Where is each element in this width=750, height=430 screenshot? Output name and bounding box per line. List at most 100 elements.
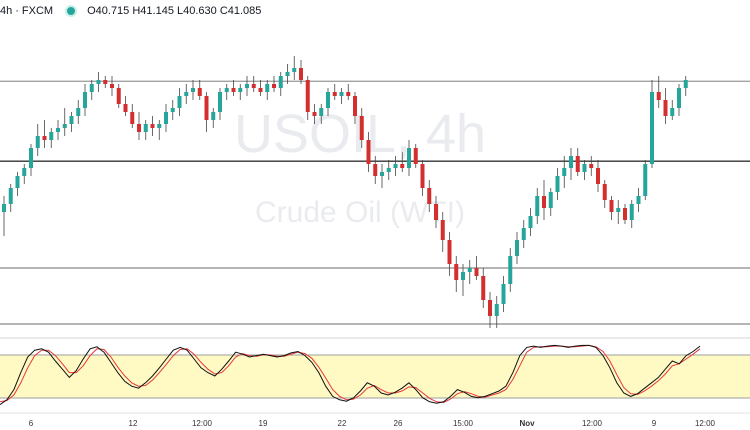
candle-body: [555, 176, 560, 192]
candle-body: [218, 92, 222, 112]
candle-body: [15, 176, 20, 188]
candle: [312, 104, 317, 124]
market-status-icon[interactable]: [65, 5, 78, 17]
candle-body: [157, 124, 162, 128]
x-tick-label: 12:00: [695, 419, 716, 428]
candle-body: [96, 80, 101, 84]
candle-body: [596, 168, 600, 184]
candle: [643, 160, 648, 200]
candle-body: [332, 92, 337, 96]
candle-body: [62, 124, 67, 128]
candle-body: [447, 240, 452, 264]
candle: [69, 112, 74, 132]
candle: [56, 120, 60, 140]
candle-body: [623, 208, 627, 220]
candle: [501, 276, 506, 312]
candle-body: [69, 116, 74, 124]
candle-body: [602, 184, 607, 200]
stoch-band: [0, 355, 750, 398]
candle: [575, 148, 580, 176]
candle-body: [164, 112, 168, 124]
candle: [42, 120, 47, 148]
candle: [292, 56, 297, 80]
candle: [461, 264, 465, 296]
candle-body: [224, 88, 229, 92]
candle-body: [211, 112, 216, 120]
candle: [258, 80, 263, 96]
candle: [89, 80, 94, 100]
candle: [420, 160, 425, 196]
candle: [184, 84, 189, 104]
candle: [339, 88, 344, 104]
candle-body: [380, 172, 384, 176]
candle: [467, 260, 472, 284]
candle: [150, 116, 155, 136]
candle-body: [643, 164, 648, 196]
candle-body: [245, 84, 249, 88]
candle-body: [521, 228, 526, 240]
candle: [508, 248, 513, 292]
candle: [656, 76, 661, 108]
candle: [272, 76, 276, 92]
candle-body: [103, 80, 108, 84]
candle: [110, 76, 114, 96]
candle-body: [427, 188, 432, 204]
candle-body: [609, 200, 614, 212]
candle-body: [137, 124, 141, 132]
candle-body: [413, 148, 418, 164]
candle: [521, 220, 526, 248]
candle: [211, 108, 216, 128]
candle: [474, 256, 479, 280]
candle: [224, 84, 229, 100]
candle: [373, 156, 378, 184]
candle: [197, 80, 202, 100]
candle: [204, 92, 209, 132]
candle-body: [542, 196, 546, 208]
candle: [629, 200, 634, 228]
candle: [609, 196, 614, 220]
candle: [359, 108, 364, 148]
candle: [137, 112, 141, 140]
candle-body: [373, 164, 378, 176]
candle-body: [56, 128, 60, 132]
candle-body: [278, 76, 283, 88]
candle-body: [42, 136, 47, 140]
candle: [393, 156, 398, 176]
candle: [231, 80, 236, 96]
candle-body: [326, 92, 330, 108]
candle-body: [177, 96, 182, 108]
candle-body: [8, 188, 13, 204]
candle: [164, 104, 168, 132]
candle: [285, 64, 290, 84]
candle-body: [272, 84, 276, 88]
candle: [8, 184, 13, 212]
candle-body: [636, 196, 641, 204]
candle: [413, 144, 418, 168]
candle-body: [474, 268, 479, 276]
candle: [623, 204, 627, 224]
stoch-k-line: [0, 344, 701, 406]
candle: [683, 76, 688, 96]
candle: [103, 76, 108, 88]
candle-body: [231, 88, 236, 92]
candle: [326, 88, 330, 116]
candle-body: [467, 268, 472, 272]
candle-body: [204, 96, 209, 120]
candle-body: [481, 276, 486, 300]
candle-body: [663, 100, 668, 116]
candle-body: [562, 168, 567, 176]
candle: [332, 84, 337, 100]
candle-body: [386, 168, 391, 172]
x-tick-label: 6: [29, 419, 34, 428]
x-tick-label: 15:00: [453, 419, 474, 428]
candle: [22, 164, 27, 184]
candle-body: [292, 68, 297, 72]
chart-header: 4h · FXCM O40.715 H41.145 L40.630 C41.08…: [0, 5, 262, 17]
candle: [427, 180, 432, 212]
candle-body: [191, 88, 195, 92]
candle-body: [116, 88, 121, 104]
candle: [218, 88, 222, 120]
candle-body: [454, 264, 459, 280]
